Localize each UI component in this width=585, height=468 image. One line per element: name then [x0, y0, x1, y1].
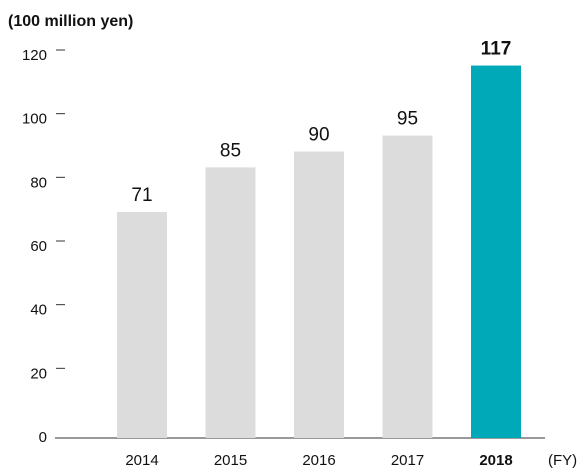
bar	[117, 211, 167, 438]
x-axis-label: (FY)	[548, 452, 577, 468]
bar	[205, 167, 256, 438]
x-tick-label: 2015	[214, 452, 247, 468]
y-tick-label: 0	[39, 429, 47, 446]
y-tick-label: 20	[30, 365, 47, 382]
y-tick-label: 120	[22, 47, 47, 64]
x-tick-label: 2018	[479, 452, 512, 468]
value-label: 117	[481, 39, 512, 60]
y-tick-label: 100	[22, 111, 47, 128]
bar	[471, 65, 521, 439]
x-tick-label: 2014	[125, 452, 158, 468]
x-tick-label: 2016	[302, 452, 335, 468]
bar	[382, 135, 433, 439]
y-tick-label: 40	[30, 302, 47, 319]
y-tick-label: 80	[30, 174, 47, 191]
value-label: 95	[397, 109, 418, 130]
x-tick-label: 2017	[391, 452, 424, 468]
bar	[294, 151, 344, 438]
value-label: 90	[308, 125, 329, 146]
y-axis-label: (100 million yen)	[8, 13, 133, 30]
value-label: 85	[220, 140, 241, 161]
y-tick-label: 60	[30, 238, 47, 255]
value-label: 71	[131, 185, 152, 206]
